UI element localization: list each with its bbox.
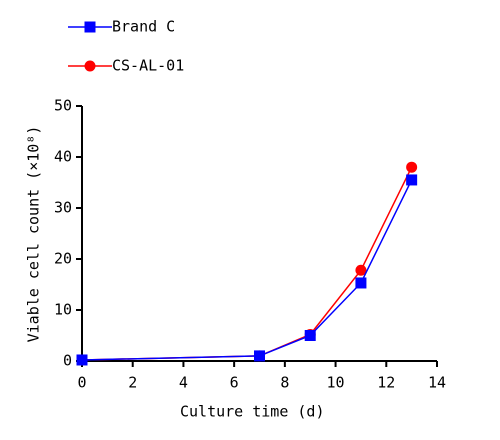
x-tick-label: 14 <box>428 374 446 392</box>
y-tick-label: 10 <box>54 301 72 319</box>
x-tick-label: 8 <box>280 374 289 392</box>
x-tick-label: 10 <box>327 374 345 392</box>
legend-marker <box>84 60 96 72</box>
y-tick-label: 0 <box>63 352 72 370</box>
marker <box>355 277 367 289</box>
legend-marker <box>84 21 96 33</box>
marker <box>355 264 367 276</box>
marker <box>76 354 88 366</box>
y-tick-label: 40 <box>54 148 72 166</box>
y-tick-label: 20 <box>54 250 72 268</box>
x-tick-label: 0 <box>77 374 86 392</box>
x-axis-label: Culture time (d) <box>180 403 325 421</box>
x-tick-label: 4 <box>179 374 188 392</box>
legend-label: Brand C <box>112 18 175 36</box>
x-tick-label: 6 <box>230 374 239 392</box>
x-tick-label: 12 <box>377 374 395 392</box>
marker <box>406 161 418 173</box>
y-axis-label: Viable cell count (×10⁸) <box>25 126 43 343</box>
y-tick-label: 50 <box>54 97 72 115</box>
marker <box>406 174 418 186</box>
legend-label: CS-AL-01 <box>112 57 184 75</box>
marker <box>254 350 265 362</box>
series-line <box>81 166 413 361</box>
y-tick-label: 30 <box>54 199 72 217</box>
x-tick-label: 2 <box>128 374 137 392</box>
marker <box>304 330 316 341</box>
